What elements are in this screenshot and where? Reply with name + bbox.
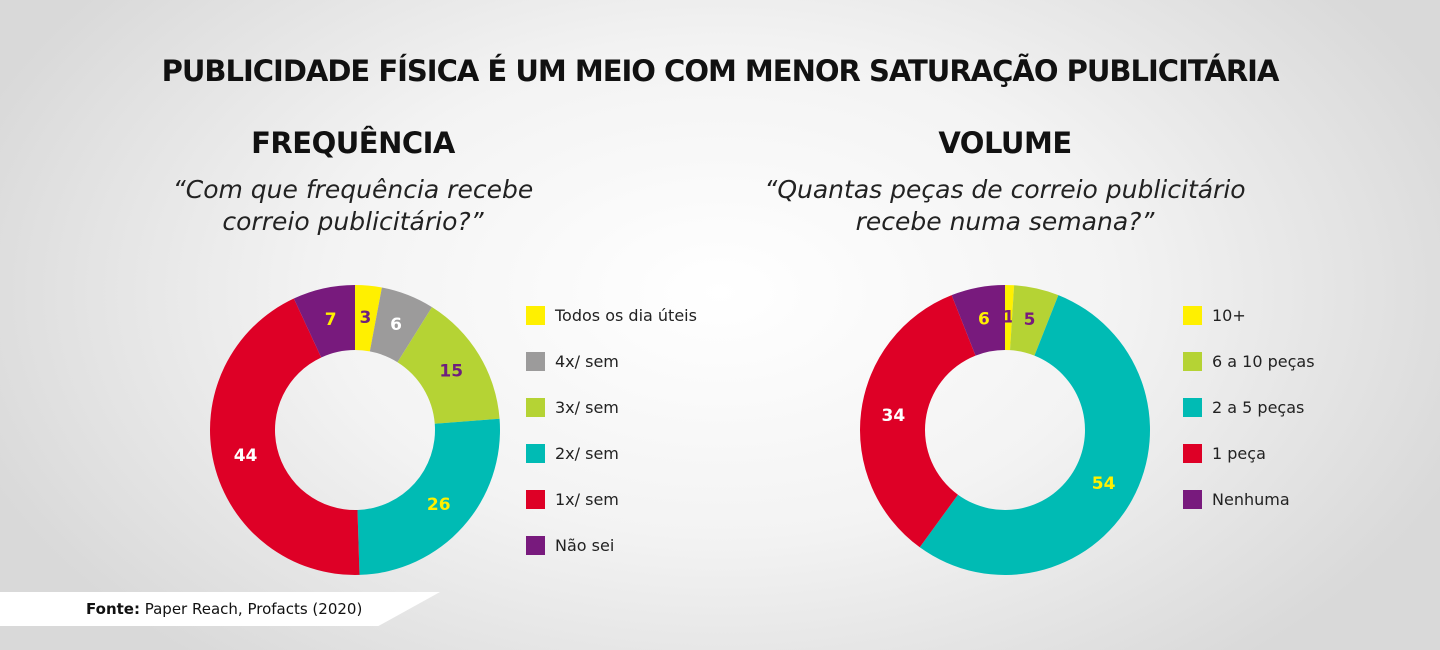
data-label-3x-sem: 15 <box>439 362 463 382</box>
legend-swatch <box>526 397 545 417</box>
slice-todos-os-dia-uteis <box>355 285 382 352</box>
data-label-1x-sem: 44 <box>234 446 258 466</box>
question-frequencia: “Com que frequência recebe correio publi… <box>73 174 633 238</box>
slice-6-a-10-pecas <box>1010 285 1059 356</box>
data-label-6-a-10-pecas: 5 <box>1024 310 1036 330</box>
data-label-todos-os-dia-uteis: 3 <box>360 308 372 328</box>
legend-item-todos-os-dia-uteis: Todos os dia úteis <box>526 292 697 338</box>
slice-2x-sem <box>357 418 500 575</box>
slice-10 <box>1005 285 1015 351</box>
legend-item-2x-sem: 2x/ sem <box>526 430 697 476</box>
question-frequencia-line2: correio publicitário?” <box>222 207 484 236</box>
chart-title-volume: VOLUME <box>938 126 1072 160</box>
data-label-1-peca: 34 <box>882 406 906 426</box>
legend-label: Todos os dia úteis <box>555 305 697 325</box>
data-label-nao-sei: 7 <box>325 310 337 330</box>
legend-item-1x-sem: 1x/ sem <box>526 476 697 522</box>
slice-4x-sem <box>369 287 433 363</box>
slice-nao-sei <box>293 285 355 358</box>
legend-swatch <box>526 351 545 371</box>
legend-label: 1x/ sem <box>555 489 619 509</box>
question-volume: “Quantas peças de correio publicitário r… <box>725 174 1285 238</box>
slice-1-peca <box>860 295 976 548</box>
legend-item-1-peca: 1 peça <box>1183 430 1315 476</box>
legend-volume: 10+ 6 a 10 peças 2 a 5 peças 1 peça Nenhuma <box>1183 292 1315 522</box>
data-label-4x-sem: 6 <box>390 315 402 335</box>
legend-label: 3x/ sem <box>555 397 619 417</box>
data-label-10: 1 <box>1003 308 1015 328</box>
legend-swatch <box>1183 305 1202 325</box>
source-text: Paper Reach, Profacts (2020) <box>139 600 363 618</box>
legend-swatch <box>1183 397 1202 417</box>
question-frequencia-line1: “Com que frequência recebe <box>172 175 534 204</box>
source-prefix: Fonte: <box>86 600 140 618</box>
legend-item-10: 10+ <box>1183 292 1315 338</box>
legend-label: 2x/ sem <box>555 443 619 463</box>
legend-swatch <box>1183 351 1202 371</box>
chart-title-frequencia: FREQUÊNCIA <box>251 126 455 160</box>
donut-chart-volume: 1 5 54 34 6 <box>860 285 1150 575</box>
source-note: Fonte: Paper Reach, Profacts (2020) <box>86 600 362 618</box>
legend-swatch <box>526 305 545 325</box>
legend-item-2-a-5-pecas: 2 a 5 peças <box>1183 384 1315 430</box>
legend-frequencia: Todos os dia úteis 4x/ sem 3x/ sem 2x/ sem 1… <box>526 292 697 568</box>
legend-label: 10+ <box>1212 305 1246 325</box>
legend-item-nenhuma: Nenhuma <box>1183 476 1315 522</box>
legend-label: 6 a 10 peças <box>1212 351 1315 371</box>
slice-3x-sem <box>397 307 500 424</box>
legend-item-6-a-10-pecas: 6 a 10 peças <box>1183 338 1315 384</box>
slice-1x-sem <box>209 298 360 575</box>
data-label-2-a-5-pecas: 54 <box>1092 474 1116 494</box>
legend-swatch <box>526 535 545 555</box>
data-label-2x-sem: 26 <box>427 495 451 515</box>
data-label-nenhuma: 6 <box>978 309 990 329</box>
legend-label: Nenhuma <box>1212 489 1290 509</box>
legend-label: 1 peça <box>1212 443 1266 463</box>
legend-swatch <box>526 489 545 509</box>
slice-nenhuma <box>951 285 1005 356</box>
slice-2-a-5-pecas <box>919 295 1150 575</box>
donut-chart-frequencia: 3 6 15 26 44 7 <box>209 285 500 575</box>
legend-label: Não sei <box>555 535 615 555</box>
legend-item-3x-sem: 3x/ sem <box>526 384 697 430</box>
legend-swatch <box>1183 489 1202 509</box>
legend-item-nao-sei: Não sei <box>526 522 697 568</box>
legend-item-4x-sem: 4x/ sem <box>526 338 697 384</box>
legend-swatch <box>1183 443 1202 463</box>
question-volume-line2: recebe numa semana?” <box>855 207 1155 236</box>
question-volume-line1: “Quantas peças de correio publicitário <box>764 175 1246 204</box>
legend-label: 4x/ sem <box>555 351 619 371</box>
page-title: PUBLICIDADE FÍSICA É UM MEIO COM MENOR S… <box>161 54 1280 88</box>
legend-label: 2 a 5 peças <box>1212 397 1305 417</box>
source-banner <box>0 592 440 626</box>
legend-swatch <box>526 443 545 463</box>
